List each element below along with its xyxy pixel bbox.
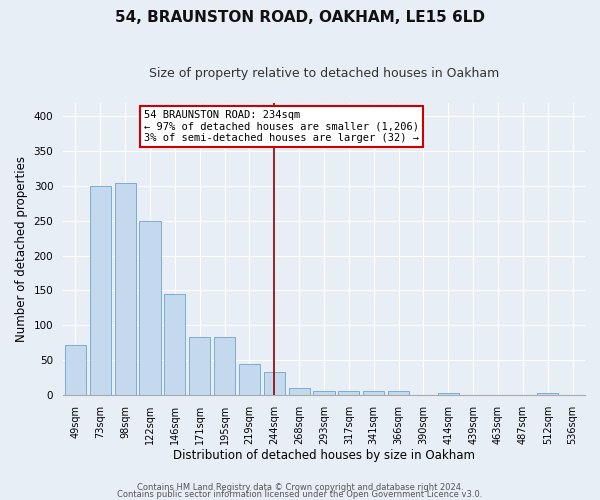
Bar [338,390,359,395]
Bar [388,390,409,395]
Bar [289,388,310,395]
Bar [214,337,235,395]
Y-axis label: Number of detached properties: Number of detached properties [15,156,28,342]
Text: 54 BRAUNSTON ROAD: 234sqm
← 97% of detached houses are smaller (1,206)
3% of sem: 54 BRAUNSTON ROAD: 234sqm ← 97% of detac… [144,110,419,143]
Bar [65,344,86,395]
Bar [313,390,335,395]
Text: 54, BRAUNSTON ROAD, OAKHAM, LE15 6LD: 54, BRAUNSTON ROAD, OAKHAM, LE15 6LD [115,10,485,25]
Text: Contains HM Land Registry data © Crown copyright and database right 2024.: Contains HM Land Registry data © Crown c… [137,484,463,492]
Bar [139,221,161,395]
Bar [264,372,285,395]
Text: Contains public sector information licensed under the Open Government Licence v3: Contains public sector information licen… [118,490,482,499]
Bar [363,390,384,395]
X-axis label: Distribution of detached houses by size in Oakham: Distribution of detached houses by size … [173,450,475,462]
Bar [189,337,210,395]
Bar [239,364,260,395]
Title: Size of property relative to detached houses in Oakham: Size of property relative to detached ho… [149,68,499,80]
Bar [537,393,558,395]
Bar [438,393,459,395]
Bar [90,186,111,395]
Bar [115,182,136,395]
Bar [164,294,185,395]
